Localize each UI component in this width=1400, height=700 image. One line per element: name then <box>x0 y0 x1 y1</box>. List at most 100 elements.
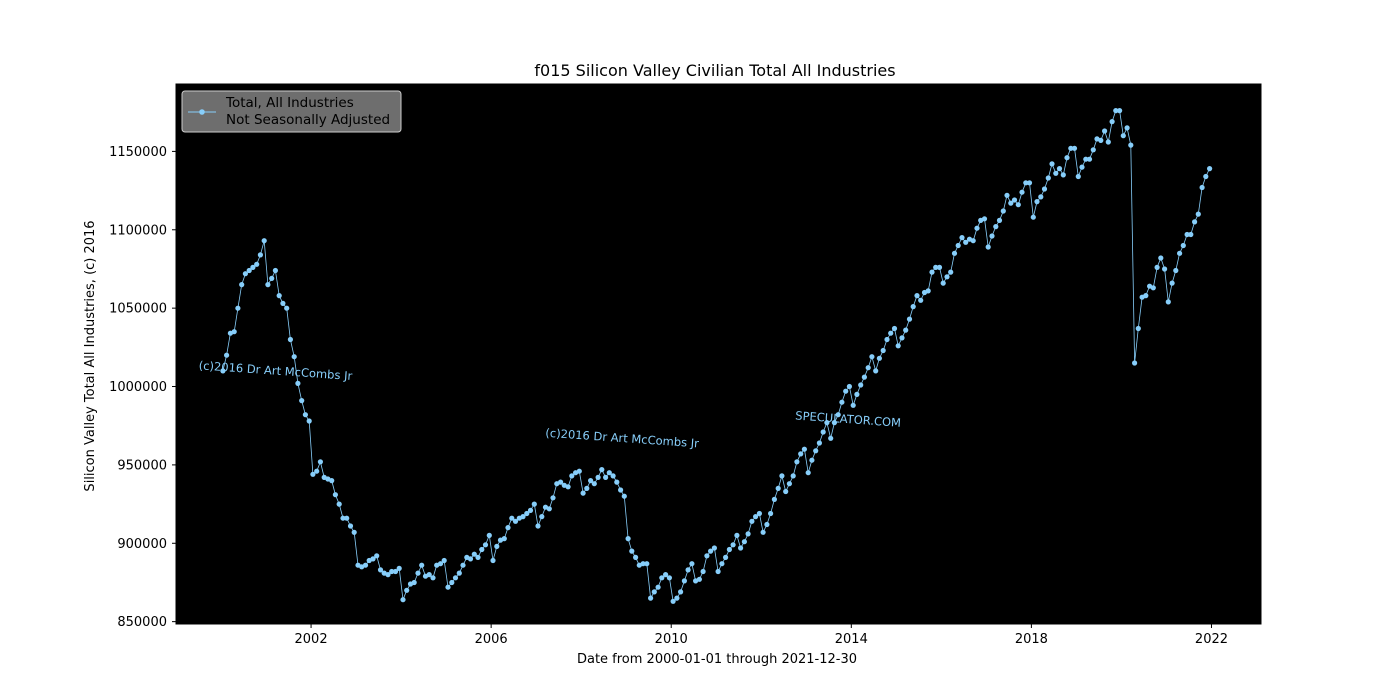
data-point <box>1105 139 1111 145</box>
data-point <box>708 548 714 554</box>
data-point <box>524 510 530 517</box>
x-tick-label: 2006 <box>475 632 508 647</box>
data-point <box>535 523 541 529</box>
legend-label-line2: Not Seasonally Adjusted <box>226 112 390 128</box>
data-point <box>655 584 661 590</box>
data-point <box>764 521 770 528</box>
legend-label-line1: Total, All Industries <box>225 95 354 111</box>
y-tick-label: 1050000 <box>109 302 167 317</box>
data-point <box>426 572 432 578</box>
data-point <box>861 374 868 380</box>
data-point <box>1192 219 1198 225</box>
data-point <box>1184 231 1190 238</box>
data-point <box>479 546 485 553</box>
data-point <box>280 300 286 306</box>
data-point <box>276 293 282 299</box>
data-point <box>1162 266 1168 272</box>
data-point <box>584 485 590 491</box>
data-point <box>666 575 673 581</box>
data-point <box>317 459 323 465</box>
data-point <box>220 368 226 374</box>
data-point <box>539 514 545 520</box>
data-point <box>651 589 657 595</box>
data-point <box>749 518 755 524</box>
data-point <box>475 554 481 561</box>
data-point <box>250 264 256 270</box>
data-point <box>456 570 462 576</box>
data-point <box>550 495 556 501</box>
data-point <box>527 507 534 513</box>
data-point <box>449 579 455 586</box>
x-tick-label: 2018 <box>1015 632 1048 647</box>
data-point <box>933 264 939 270</box>
data-point <box>291 354 297 360</box>
data-point <box>576 468 582 474</box>
data-point <box>625 536 631 542</box>
data-point <box>1086 156 1093 162</box>
data-point <box>715 568 721 575</box>
data-point <box>580 490 586 496</box>
y-axis-label: Silicon Valley Total All Industries, (c)… <box>83 220 98 491</box>
data-point <box>336 501 342 507</box>
data-point <box>1045 175 1051 181</box>
data-point <box>332 492 338 498</box>
data-point <box>1154 264 1160 270</box>
data-point <box>1011 197 1018 203</box>
data-point <box>1165 299 1171 305</box>
data-point <box>1079 164 1085 170</box>
data-point <box>486 532 492 539</box>
x-tick-label: 2002 <box>295 632 328 647</box>
data-point <box>1071 145 1078 151</box>
data-point <box>1083 156 1089 162</box>
data-point <box>452 575 459 581</box>
data-point <box>400 597 406 603</box>
data-point <box>482 542 489 548</box>
data-point <box>224 352 230 358</box>
y-tick-label: 1100000 <box>109 223 167 238</box>
data-point <box>558 479 564 485</box>
data-point <box>389 568 395 575</box>
data-point <box>771 496 778 502</box>
data-point <box>599 467 605 473</box>
x-axis: 2002 2006 2010 2014 2018 2022 <box>295 624 1228 647</box>
data-point <box>501 536 507 542</box>
data-point <box>888 330 894 336</box>
data-point <box>1199 184 1205 191</box>
data-point <box>239 282 245 288</box>
data-point <box>295 380 301 386</box>
data-point <box>610 473 616 479</box>
data-point <box>1203 173 1209 180</box>
data-point <box>591 481 597 487</box>
data-point <box>974 225 980 231</box>
data-point <box>595 474 601 480</box>
data-point <box>1169 280 1175 286</box>
data-point <box>385 572 391 578</box>
data-point <box>1030 214 1036 220</box>
data-point <box>689 561 695 567</box>
data-point <box>681 578 688 584</box>
legend: Total, All Industries Not Seasonally Adj… <box>181 90 402 133</box>
data-point <box>242 271 248 277</box>
legend-marker-swatch <box>199 109 205 115</box>
data-point <box>996 217 1003 223</box>
data-point <box>430 575 436 581</box>
data-point <box>936 264 943 270</box>
data-point <box>1128 142 1134 148</box>
data-point <box>1207 166 1213 172</box>
data-point <box>437 561 444 567</box>
data-point <box>993 224 999 230</box>
data-point <box>685 567 691 573</box>
data-point <box>512 518 519 524</box>
data-point <box>696 576 703 582</box>
data-point <box>231 329 237 335</box>
data-point <box>719 561 725 567</box>
data-point <box>948 269 954 275</box>
series-points-group <box>220 108 1213 604</box>
data-point <box>873 368 879 374</box>
data-point <box>1158 255 1164 261</box>
data-point <box>261 238 267 244</box>
data-point <box>944 274 950 280</box>
data-point <box>565 484 571 490</box>
data-point <box>509 515 515 521</box>
data-point <box>1180 242 1186 249</box>
